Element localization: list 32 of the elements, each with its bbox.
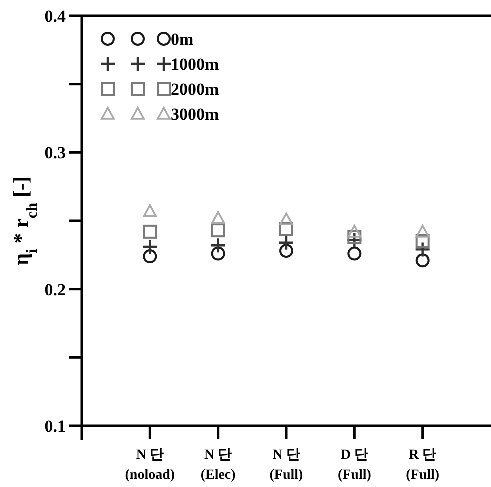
point [142, 238, 158, 256]
point [416, 254, 430, 268]
y-tick-label: 0.1 [44, 417, 66, 436]
y-tick-label: 0.3 [44, 144, 66, 163]
point [143, 224, 158, 239]
point [416, 225, 430, 238]
y-tick-label: 0.4 [44, 7, 66, 26]
x-tick-label: N 단 (Full) [270, 448, 304, 483]
point [210, 238, 226, 254]
point [348, 230, 362, 244]
point [211, 246, 226, 261]
x-tick-label: D 단 (Full) [338, 448, 372, 483]
point [278, 234, 295, 251]
x-tick-label: R 단 (Full) [406, 448, 440, 483]
point [211, 211, 226, 224]
point [280, 222, 294, 236]
x-tick-label: N 단 (noload) [125, 448, 176, 483]
point [414, 242, 431, 258]
point [211, 224, 226, 238]
y-tick-label: 0.2 [44, 280, 66, 300]
point [143, 250, 158, 264]
legend-label: 1000m [171, 55, 220, 74]
point [280, 212, 294, 226]
legend-label: 0m [171, 30, 194, 49]
point [348, 246, 362, 261]
point [416, 234, 430, 248]
legend-label: 3000m [171, 105, 220, 124]
x-tick-label: N 단 (Elec) [200, 448, 236, 483]
point [143, 204, 158, 218]
legend-label: 2000m [171, 80, 220, 99]
point [348, 225, 362, 238]
point [280, 244, 294, 258]
